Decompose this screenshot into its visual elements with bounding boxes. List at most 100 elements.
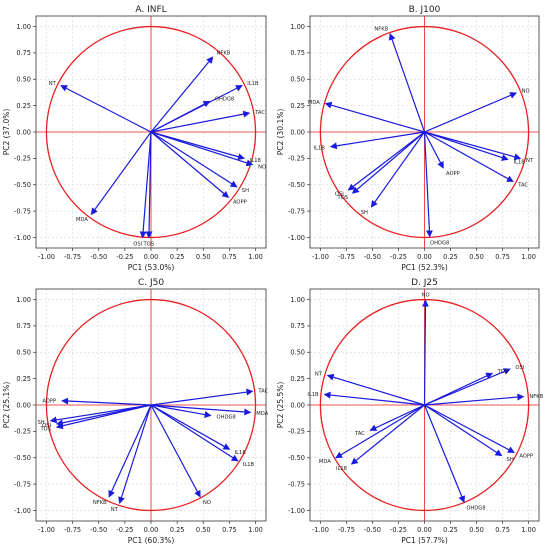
y-tick-label: 0.25 — [16, 375, 31, 383]
x-tick-label: 1.00 — [521, 253, 536, 261]
loading-vector-nfkb — [108, 404, 152, 498]
loading-vector-tac — [424, 131, 514, 183]
vector-label: IL1B — [307, 392, 319, 398]
y-tick-label: 0.00 — [290, 401, 305, 409]
vector-label: IL1B — [247, 81, 259, 87]
loading-vector-sh — [49, 404, 152, 424]
y-tick-label: 0.25 — [16, 102, 31, 110]
vector-label: NFKB — [374, 26, 388, 32]
vector-label: AOPP — [519, 453, 533, 459]
vector-label: OHDG8 — [466, 506, 485, 512]
x-tick-label: -0.25 — [390, 526, 407, 534]
loading-vector-mda — [150, 404, 252, 416]
vector-label: OSI — [42, 423, 51, 429]
panel-3: -1.00 -0.75 -0.50 -0.25 0.00 0.25 0.50 0.75 1.00… — [2, 278, 269, 545]
vector-label: NO — [203, 500, 211, 506]
vector-label: OHDG8 — [430, 240, 449, 246]
vector-label: NO — [258, 165, 266, 171]
y-tick-label: 0.75 — [16, 49, 31, 57]
x-axis-label: PC1 (57.7%) — [401, 536, 448, 544]
x-tick-label: 0.00 — [417, 526, 432, 534]
vector-label: AOPP — [42, 398, 56, 404]
loading-vector-sh — [370, 131, 425, 208]
loading-vector-nt — [326, 373, 425, 406]
x-axis-label: PC1 (53.0%) — [128, 263, 175, 272]
x-axis-label: PC1 (52.3%) — [401, 263, 448, 272]
loading-vector-tos — [424, 372, 494, 406]
y-tick-label: 0.75 — [290, 322, 305, 330]
vector-label: OHDG8 — [215, 97, 234, 103]
chart-title: A. INFL — [135, 5, 166, 15]
x-tick-label: 0.00 — [144, 253, 159, 261]
vector-label: OSI — [133, 241, 142, 247]
vector-label: SH — [242, 188, 249, 194]
x-tick-label: 1.00 — [521, 526, 536, 534]
x-tick-label: -1.00 — [38, 253, 55, 261]
loading-vector-osi — [347, 131, 425, 191]
vector-label: NT — [315, 372, 323, 378]
loading-vector-il18 — [150, 404, 231, 450]
vector-label: AOPP — [446, 171, 460, 177]
y-tick-label: -0.75 — [288, 207, 305, 215]
x-tick-label: 0.00 — [144, 526, 159, 534]
vector-label: IL1B — [314, 146, 326, 152]
vector-label: IL18 — [336, 466, 347, 472]
chart-title: C. J50 — [138, 278, 164, 288]
x-tick-label: 0.25 — [170, 526, 185, 534]
loading-vector-no — [150, 404, 201, 498]
y-tick-label: -0.75 — [14, 480, 31, 488]
x-tick-label: 0.50 — [196, 253, 211, 261]
loading-vector-il18 — [350, 404, 425, 465]
x-tick-label: 0.00 — [417, 253, 432, 261]
y-tick-label: 0.25 — [290, 375, 305, 383]
vector-label: TAC — [517, 182, 528, 188]
loading-vector-nfkb — [388, 32, 426, 133]
y-tick-label: 0.50 — [290, 349, 305, 357]
vector-label: NFKB — [216, 50, 230, 56]
x-tick-label: -0.50 — [364, 253, 381, 261]
vector-label: IL18 — [250, 158, 261, 164]
vector-label: SH — [507, 457, 514, 463]
x-tick-label: -1.00 — [38, 526, 55, 534]
y-tick-label: 0.50 — [290, 76, 305, 84]
loading-vector-sh — [424, 404, 503, 457]
y-tick-label: 0.50 — [16, 349, 31, 357]
y-tick-label: 0.25 — [290, 102, 305, 110]
loading-vector-nt — [60, 85, 152, 133]
loading-vector-no — [150, 131, 254, 167]
loading-vector-aopp — [424, 404, 515, 453]
x-tick-label: -0.50 — [90, 526, 107, 534]
y-tick-label: 1.00 — [16, 296, 31, 304]
vector-label: OHDG8 — [216, 415, 235, 421]
vector-label: SH — [38, 420, 45, 426]
y-tick-label: 1.00 — [16, 23, 31, 31]
x-tick-label: -0.75 — [338, 253, 355, 261]
y-tick-label: -0.25 — [288, 428, 305, 436]
loading-vector-aopp — [423, 131, 444, 169]
y-tick-label: -0.50 — [288, 181, 305, 189]
y-tick-label: -0.25 — [14, 155, 31, 163]
y-axis-label: PC2 (30.1%) — [276, 109, 285, 156]
loading-vector-ohdg8 — [423, 131, 433, 238]
vector-label: TOS — [337, 195, 349, 201]
panel-2: -1.00 -0.75 -0.50 -0.25 0.00 0.25 0.50 0.75 1.00… — [276, 5, 540, 272]
vector-label: MDA — [308, 100, 320, 106]
x-tick-label: -0.50 — [364, 526, 381, 534]
x-tick-label: -0.25 — [116, 253, 133, 261]
vector-label: NT — [49, 81, 57, 87]
vector-label: NO — [522, 89, 530, 95]
loading-vector-tos — [55, 404, 152, 430]
y-tick-label: -0.75 — [288, 480, 305, 488]
x-tick-label: 0.25 — [443, 253, 458, 261]
y-tick-label: -0.25 — [288, 155, 305, 163]
y-tick-label: -1.00 — [14, 507, 31, 515]
loading-vector-il18 — [424, 131, 509, 161]
x-axis-label: PC1 (60.3%) — [128, 536, 175, 544]
loading-vector-ohdg8 — [150, 100, 211, 133]
loading-vector-no — [421, 299, 429, 406]
y-tick-label: 1.00 — [290, 23, 305, 31]
x-tick-label: 0.75 — [495, 253, 510, 261]
loading-vector-tos — [145, 131, 153, 239]
